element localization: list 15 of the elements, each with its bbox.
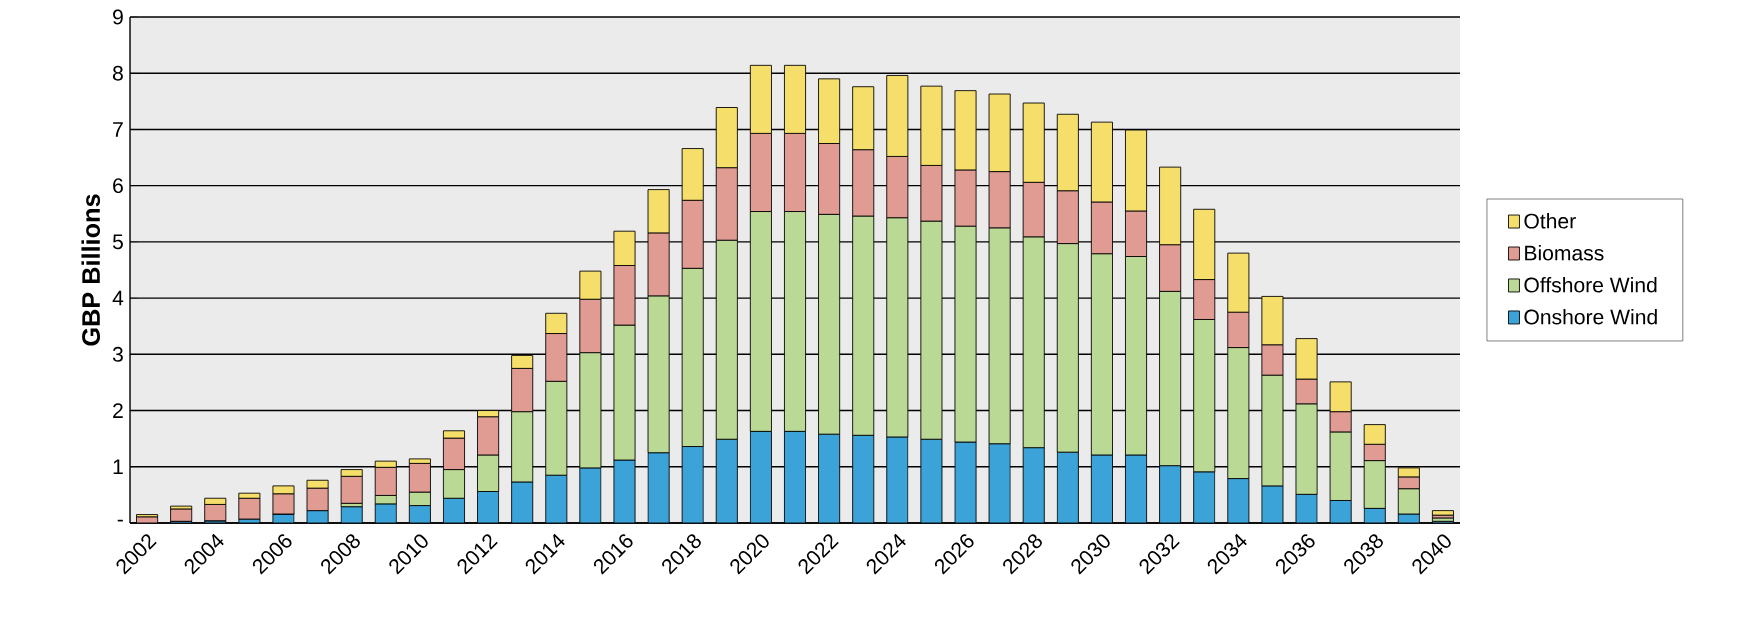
y-tick-label: 5 — [112, 234, 123, 250]
y-tick-label: 2 — [113, 403, 123, 418]
y-tick-label: 4 — [112, 290, 124, 306]
legend-label: Offshore Wind — [1524, 277, 1657, 293]
y-tick-label: 1 — [113, 459, 123, 475]
y-axis-title: GBP Billions — [81, 194, 101, 346]
y-tick-label: 3 — [112, 346, 123, 362]
legend-label: Onshore Wind — [1524, 309, 1657, 325]
y-tick-label: 7 — [113, 122, 123, 137]
y-tick-label: - — [117, 519, 123, 522]
y-tick-label: 9 — [113, 9, 123, 25]
y-tick-label: 6 — [113, 178, 123, 194]
legend-label: Other — [1524, 213, 1576, 229]
y-tick-label: 8 — [112, 65, 123, 81]
legend-label: Biomass — [1525, 245, 1604, 261]
